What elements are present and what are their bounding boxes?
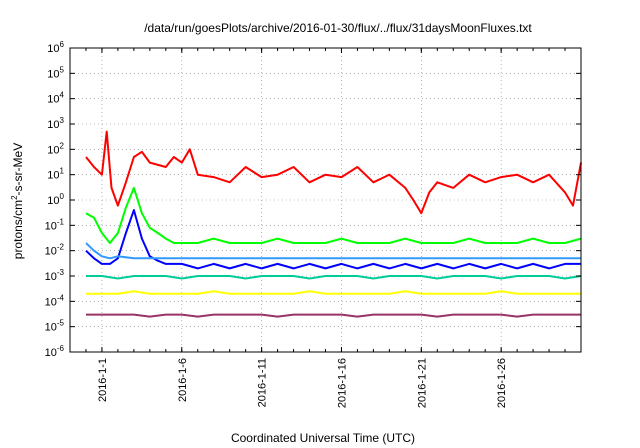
grid bbox=[70, 47, 581, 353]
x-tick-label: 2016-1-26 bbox=[496, 358, 508, 408]
y-tick-label: 101 bbox=[47, 167, 64, 182]
y-tick-label: 104 bbox=[47, 91, 64, 106]
series-line-0 bbox=[86, 313, 581, 318]
y-tick-label: 10-6 bbox=[45, 344, 65, 359]
y-tick-label: 102 bbox=[47, 141, 64, 156]
y-tick-label: 10-2 bbox=[45, 243, 65, 258]
series-line-1 bbox=[86, 290, 581, 295]
x-tick-label: 2016-1-6 bbox=[177, 358, 189, 402]
y-tick-label: 100 bbox=[47, 192, 64, 207]
x-axis-label: Coordinated Universal Time (UTC) bbox=[231, 431, 415, 445]
y-tick-label: 10-4 bbox=[45, 293, 65, 308]
x-axis-ticks: 2016-1-1 2016-1-6 2016-1-11 2016-1-16 2016-1… bbox=[85, 48, 566, 408]
series-line-2 bbox=[86, 275, 582, 280]
chart-title: /data/run/goesPlots/archive/2016-01-30/f… bbox=[144, 21, 532, 35]
y-tick-label: 106 bbox=[47, 40, 64, 55]
y-tick-label: 10-1 bbox=[45, 217, 65, 232]
y-axis-label: protons/cm2-s-sr-MeV bbox=[10, 143, 25, 259]
x-tick-label: 2016-1-21 bbox=[416, 358, 428, 408]
series-line-6 bbox=[85, 130, 582, 215]
series-lines bbox=[85, 130, 582, 318]
y-tick-label: 10-5 bbox=[45, 319, 65, 334]
y-tick-label: 10-3 bbox=[45, 268, 65, 283]
series-line-3 bbox=[85, 186, 582, 244]
series-line-4 bbox=[85, 209, 581, 270]
y-axis-ticks: 10-6 10-5 10-4 10-3 10-2 10-1 100 101 102 103 104 1… bbox=[45, 40, 581, 359]
x-tick-label: 2016-1-16 bbox=[336, 358, 348, 408]
y-tick-label: 105 bbox=[47, 65, 64, 80]
x-tick-label: 2016-1-1 bbox=[97, 358, 109, 402]
series-line-5 bbox=[85, 242, 581, 260]
y-tick-label: 103 bbox=[47, 116, 64, 131]
x-tick-label: 2016-1-11 bbox=[257, 358, 269, 407]
